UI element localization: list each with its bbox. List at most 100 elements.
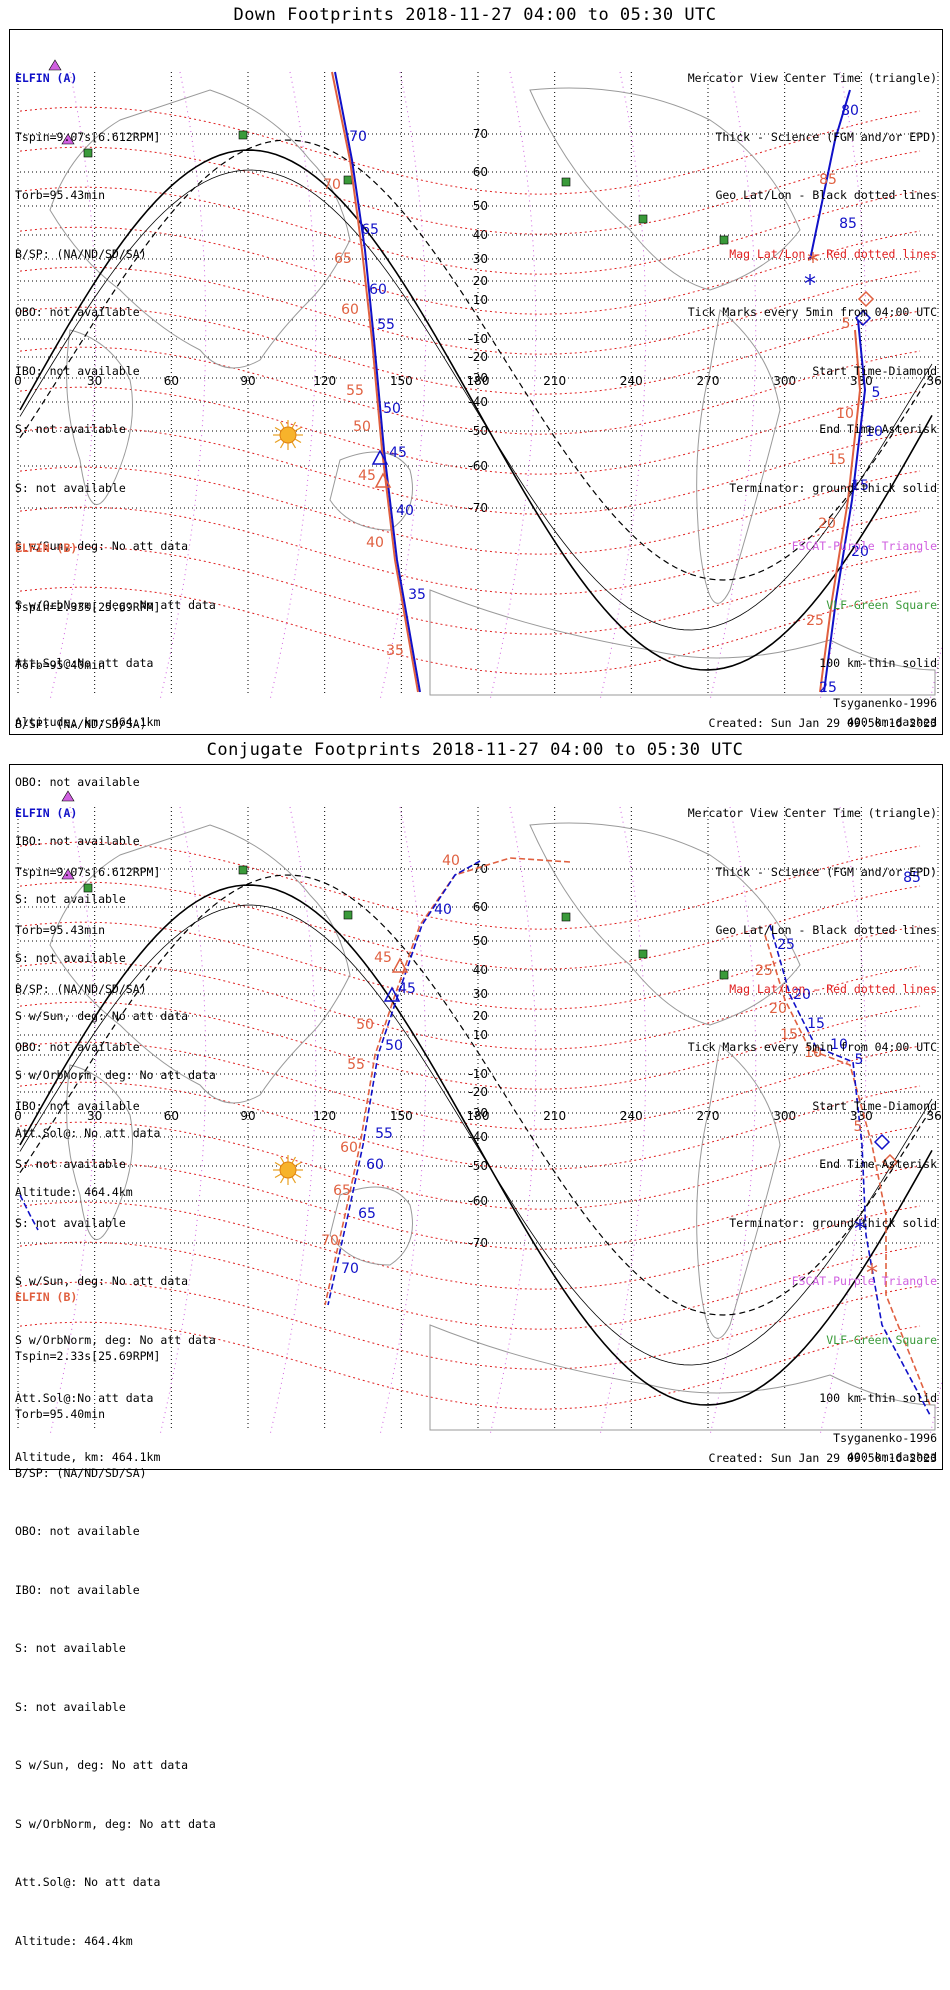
track-b-tick-label: 50 bbox=[356, 1017, 374, 1033]
elfin-a-line: OBO: not available bbox=[15, 305, 140, 319]
mag-latitude-line bbox=[19, 266, 921, 355]
mag-latitude-line bbox=[19, 546, 921, 635]
sun-ray bbox=[279, 441, 285, 449]
legend-item: End Time-Asterisk bbox=[819, 422, 937, 436]
legend-item: 100 km-thin solid bbox=[819, 656, 937, 670]
legend-item: Terminator: ground-thick solid bbox=[729, 1215, 937, 1230]
lat-tick-label: -20 bbox=[468, 1085, 488, 1099]
vlf-station-square bbox=[719, 235, 729, 245]
mag-latitude-line bbox=[19, 1121, 921, 1210]
track-a-tick-label: 50 bbox=[383, 401, 401, 417]
elfin-b-line: S w/Sun, deg: No att data bbox=[15, 1758, 189, 1772]
elfin-a-line: OBO: not available bbox=[15, 1040, 140, 1054]
sun-ray bbox=[279, 1176, 285, 1184]
coastline bbox=[429, 589, 936, 696]
mag-latitude-line bbox=[19, 1001, 921, 1090]
mag-latitude-line bbox=[19, 466, 921, 555]
lon-tick-label: 90 bbox=[240, 1109, 255, 1123]
lat-tick-label: 70 bbox=[473, 127, 488, 141]
track-b-tick-label: 65 bbox=[333, 1183, 351, 1199]
mag-longitude-line bbox=[269, 71, 317, 701]
elfin-a-line: S w/Sun, deg: No att data bbox=[15, 1274, 189, 1288]
elfin-a-line: Tspin=9.07s[6.612RPM] bbox=[15, 864, 161, 879]
elfin-a-line: Tspin=9.07s[6.612RPM] bbox=[15, 129, 161, 144]
track-b-conjugate-west bbox=[324, 857, 571, 1306]
elfin-b-line: IBO: not available bbox=[15, 1582, 140, 1597]
coastline bbox=[329, 1186, 413, 1266]
track-b-tick-label: 60 bbox=[341, 302, 359, 318]
vlf-station-square bbox=[238, 130, 248, 140]
lat-tick-label: 40 bbox=[473, 963, 488, 977]
sun-ray bbox=[274, 1173, 282, 1179]
mag-latitude-line bbox=[19, 1281, 921, 1370]
elfin-a-line: Att.Sol@:No att data bbox=[15, 1391, 154, 1405]
lon-tick-label: 0 bbox=[14, 374, 22, 388]
track-a-conjugate-east bbox=[769, 924, 931, 1416]
track-a-tick-label: 85 bbox=[903, 870, 921, 886]
track-a-tick-label: 70 bbox=[349, 129, 367, 145]
created-timestamp: Created: Sun Jan 29 09:50:16 2023 bbox=[708, 1451, 937, 1465]
mag-longitude-line bbox=[489, 806, 537, 1436]
mag-latitude-line bbox=[19, 186, 921, 275]
elfin-a-line: S: not available bbox=[15, 480, 126, 495]
elfin-a-line: B/SP: (NA/ND/SD/SA) bbox=[15, 981, 147, 996]
terminator-ground bbox=[19, 149, 933, 671]
elfin-a-header: ELFIN (A) bbox=[15, 806, 78, 820]
elfin-b-line: IBO: not available bbox=[15, 833, 140, 848]
coastline bbox=[696, 1044, 781, 1339]
coastline bbox=[529, 87, 801, 291]
coastline bbox=[49, 824, 351, 1104]
lon-tick-label: 60 bbox=[164, 374, 179, 388]
track-a-tick-label: 60 bbox=[366, 1157, 384, 1173]
legend-item: Geo Lat/Lon - Black dotted lines bbox=[715, 188, 937, 202]
track-b-tick-label: 60 bbox=[340, 1140, 358, 1156]
track-a-tick-label: 40 bbox=[396, 503, 414, 519]
lat-tick-label: 70 bbox=[473, 862, 488, 876]
start-time-diamond-a bbox=[854, 309, 872, 327]
track-a-east bbox=[823, 319, 867, 693]
track-b-tick-label: 5 bbox=[842, 316, 851, 332]
sun-ray bbox=[279, 1156, 285, 1164]
vlf-station-square bbox=[238, 865, 248, 875]
elfin-b-line: OBO: not available bbox=[15, 775, 140, 789]
track-b-tick-label: 85 bbox=[819, 172, 837, 188]
track-a-tick-label: 85 bbox=[839, 216, 857, 232]
lon-tick-label: 120 bbox=[313, 1109, 336, 1123]
elfin-a-line: S w/OrbNorm, deg: No att data bbox=[15, 597, 216, 612]
track-a-conjugate-west bbox=[327, 860, 481, 1306]
lat-tick-label: -70 bbox=[468, 1236, 488, 1250]
terminator-400km bbox=[19, 139, 933, 581]
lat-tick-label: -20 bbox=[468, 350, 488, 364]
elfin-a-line: IBO: not available bbox=[15, 363, 140, 378]
sun-icon bbox=[273, 1155, 303, 1185]
legend-item: 400 km-dashed bbox=[846, 714, 937, 729]
elfin-a-line: S w/OrbNorm, deg: No att data bbox=[15, 1332, 216, 1347]
track-b-tick-label: 5 bbox=[854, 1119, 863, 1135]
track-a-tick-label: 80 bbox=[841, 103, 859, 119]
lon-tick-label: 210 bbox=[543, 374, 566, 388]
map-canvas-down: 0306090120150180210240270300330360706050… bbox=[14, 59, 942, 701]
mag-latitude-line bbox=[19, 306, 921, 395]
vlf-station-square bbox=[561, 912, 571, 922]
mag-latitude-line bbox=[19, 1321, 921, 1410]
elfin-b-info: ELFIN (B) Tspin=2.33s[25.69RPM] Torb=95.… bbox=[15, 500, 216, 1241]
lat-tick-label: 30 bbox=[473, 987, 488, 1001]
elfin-b-line: Altitude: 464.4km bbox=[15, 1933, 133, 1948]
elfin-b-line: Tspin=2.33s[25.69RPM] bbox=[15, 599, 161, 614]
elfin-a-info: ELFIN (A) Tspin=9.07s[6.612RPM] Torb=95.… bbox=[15, 765, 216, 1506]
sun-disk bbox=[279, 426, 297, 444]
elfin-b-line: Att.Sol@: No att data bbox=[15, 1126, 161, 1140]
legend-item: Start Time-Diamond bbox=[812, 363, 937, 378]
start-time-diamond-b bbox=[881, 1153, 899, 1171]
lon-tick-label: 270 bbox=[697, 1109, 720, 1123]
elfin-a-line: Att.Sol@:No att data bbox=[15, 656, 154, 670]
legend-item: Tick Marks every 5min from 04:00 UTC bbox=[687, 305, 937, 319]
elfin-a-line: Torb=95.43min bbox=[15, 923, 106, 937]
mag-latitude-line bbox=[19, 506, 921, 595]
model-label: Tsyganenko-1996 bbox=[833, 696, 937, 710]
vlf-station-square bbox=[343, 175, 353, 185]
elfin-b-line: Torb=95.40min bbox=[15, 1407, 106, 1421]
coastline bbox=[696, 309, 781, 604]
legend-item: Mercator View Center Time (triangle) bbox=[687, 806, 937, 820]
end-time-asterisk-a: * bbox=[854, 1215, 866, 1243]
